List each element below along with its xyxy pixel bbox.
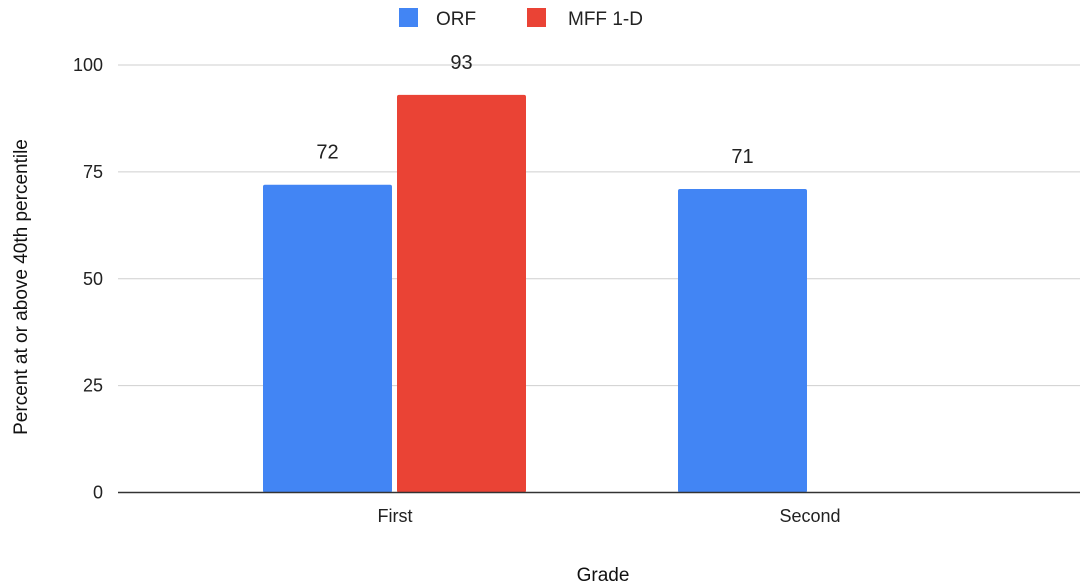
x-axis-title: Grade	[577, 565, 630, 586]
bar-first-orf	[263, 184, 392, 493]
x-tick-second: Second	[779, 506, 840, 526]
bar-first-mff-1-d	[397, 94, 526, 493]
legend-swatch-mff-1-d	[527, 8, 546, 27]
y-tick-50: 50	[83, 269, 103, 289]
y-tick-100: 100	[73, 55, 103, 75]
bars	[263, 94, 807, 493]
x-tick-first: First	[378, 506, 413, 526]
legend-swatch-orf	[399, 8, 418, 27]
data-labels: 72 93 71	[316, 52, 753, 168]
legend-label-mff-1-d: MFF 1-D	[568, 9, 643, 30]
bar-second-orf	[678, 188, 807, 493]
grid: 0 25 50 75 100	[73, 55, 1080, 503]
y-axis-title: Percent at or above 40th percentile	[11, 139, 32, 435]
y-tick-25: 25	[83, 376, 103, 396]
legend-label-orf: ORF	[436, 9, 476, 30]
data-label-first-mff-1-d: 93	[450, 52, 472, 74]
data-label-first-orf: 72	[316, 142, 338, 164]
legend: ORF MFF 1-D	[399, 8, 643, 30]
data-label-second-orf: 71	[731, 146, 753, 168]
y-tick-75: 75	[83, 162, 103, 182]
y-tick-0: 0	[93, 483, 103, 503]
